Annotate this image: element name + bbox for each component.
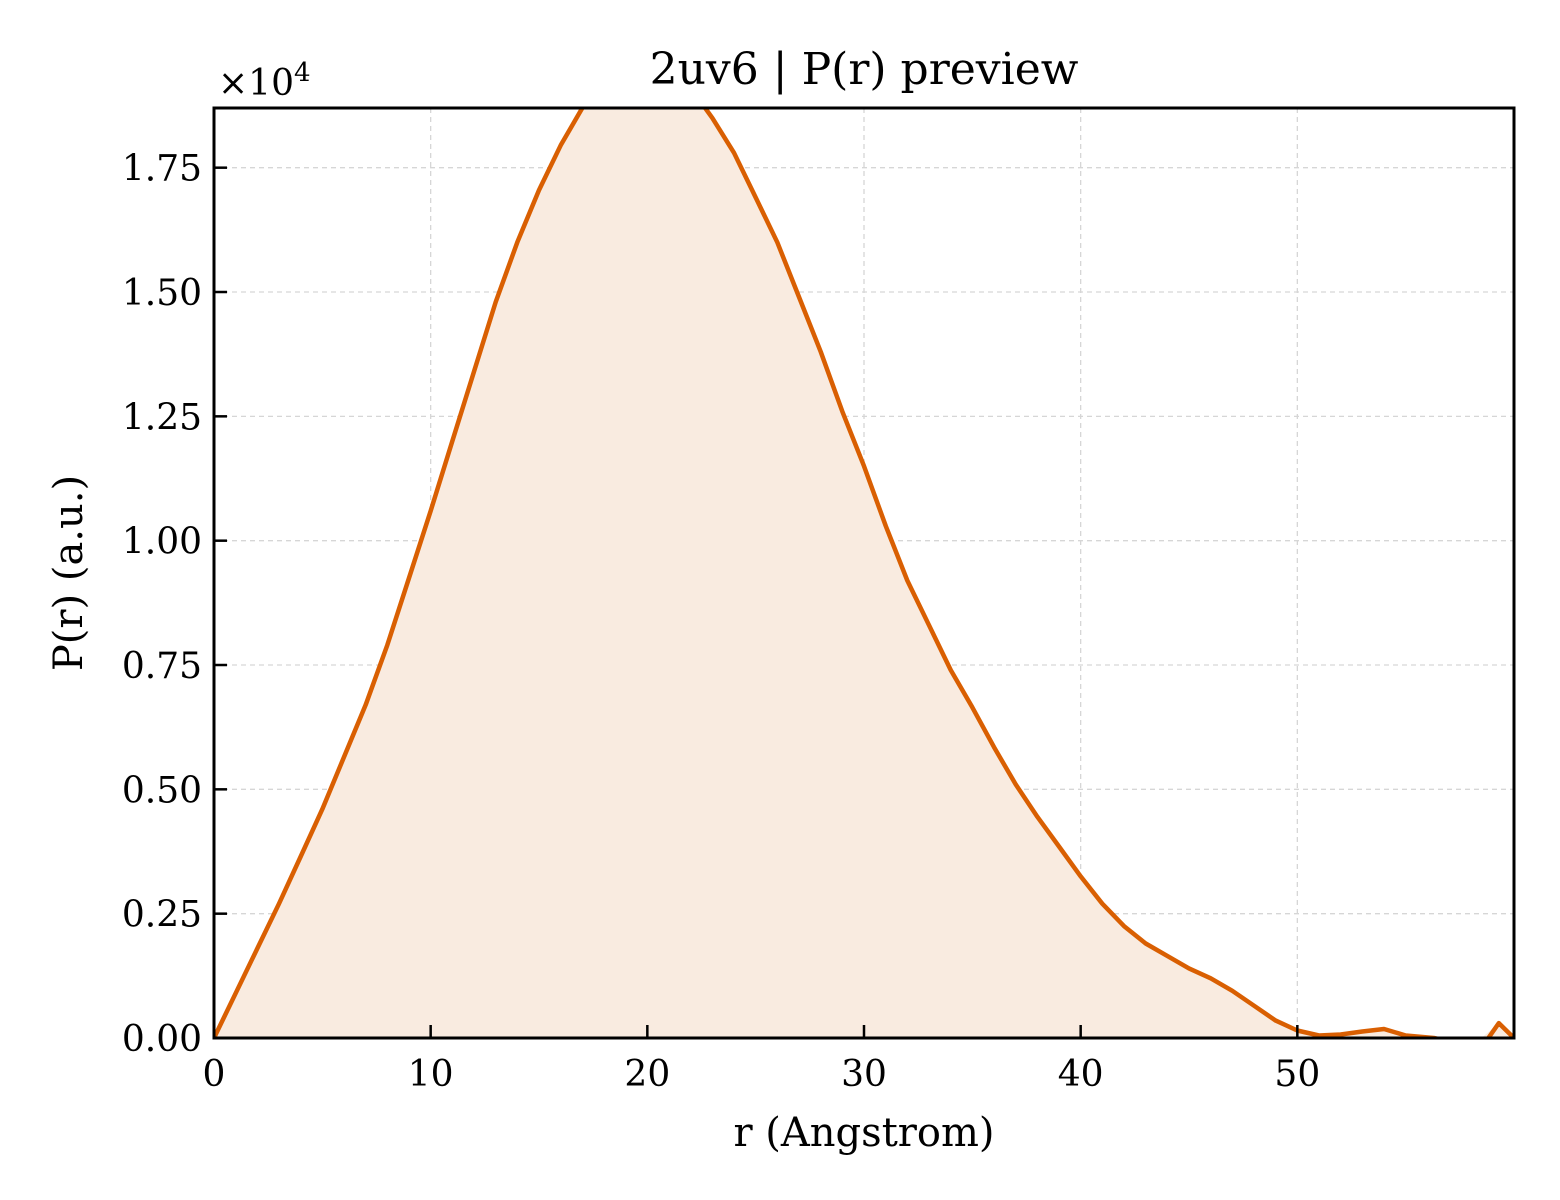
y-tick-label: 0.75 (122, 646, 202, 687)
x-tick-label: 0 (203, 1054, 226, 1095)
x-tick-label: 30 (841, 1054, 887, 1095)
x-tick-label: 20 (624, 1054, 670, 1095)
y-tick-label: 0.25 (122, 895, 202, 936)
y-offset-label: ×104 (218, 58, 311, 104)
x-tick-labels: 0 10 20 30 40 50 (203, 1054, 1321, 1095)
pr-area-fill (214, 108, 1514, 1038)
x-axis-label: r (Angstrom) (733, 1110, 994, 1156)
x-tick-label: 40 (1058, 1054, 1104, 1095)
y-tick-label: 1.75 (122, 149, 202, 190)
y-axis-label: P(r) (a.u.) (46, 475, 92, 671)
y-tick-label: 0.00 (122, 1019, 202, 1060)
y-tick-label: 1.00 (122, 522, 202, 563)
chart-title: 2uv6 | P(r) preview (650, 44, 1079, 95)
x-tick-label: 10 (408, 1054, 454, 1095)
y-tick-label: 1.50 (122, 273, 202, 314)
y-offset-exponent: 4 (294, 58, 311, 88)
y-tick-labels: 0.00 0.25 0.50 0.75 1.00 1.25 1.50 1.75 (122, 149, 202, 1060)
plot-frame (212, 106, 1516, 1040)
pr-series-line (214, 108, 1514, 1038)
x-tick-label: 50 (1274, 1054, 1320, 1095)
y-offset-base: ×10 (218, 63, 294, 104)
y-tick-label: 0.50 (122, 770, 202, 811)
y-tick-label: 1.25 (122, 397, 202, 438)
